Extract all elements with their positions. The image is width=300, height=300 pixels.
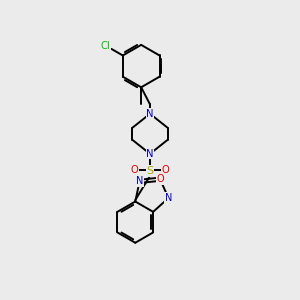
Text: Cl: Cl [101,41,111,51]
Text: O: O [161,165,169,175]
Text: O: O [131,165,139,175]
Text: N: N [146,109,154,119]
Text: N: N [136,176,143,186]
Text: S: S [146,166,154,176]
Text: O: O [156,174,164,184]
Text: N: N [165,193,172,203]
Text: N: N [146,149,154,159]
